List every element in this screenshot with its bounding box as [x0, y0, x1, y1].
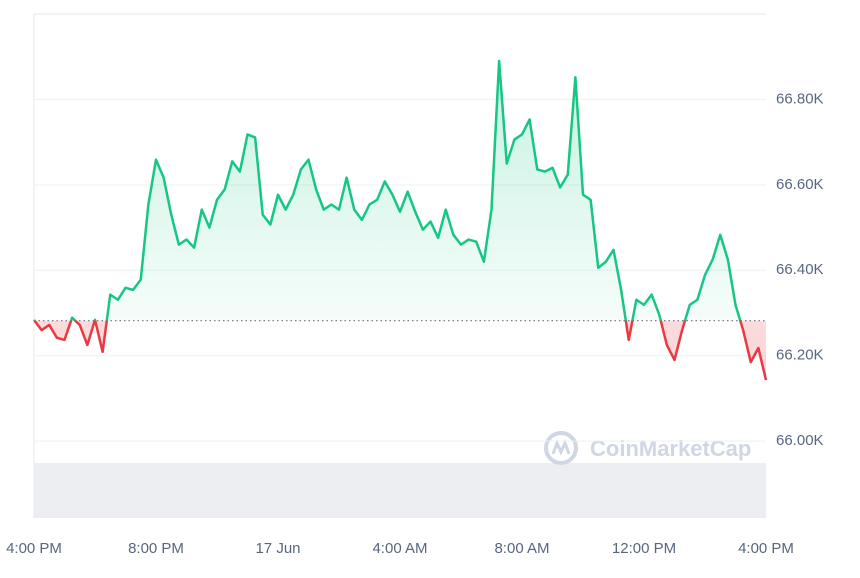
- x-tick-label: 12:00 PM: [612, 540, 676, 557]
- price-line: [32, 59, 768, 381]
- watermark-logo: [544, 431, 578, 465]
- x-tick-label: 17 Jun: [255, 540, 300, 557]
- y-tick-label: 66.00K: [776, 432, 824, 449]
- x-tick-label: 4:00 PM: [6, 540, 62, 557]
- x-tick-label: 4:00 PM: [738, 540, 794, 557]
- watermark: CoinMarketCap: [590, 436, 751, 461]
- price-area: [34, 60, 766, 381]
- y-tick-label: 66.60K: [776, 176, 824, 193]
- y-tick-label: 66.80K: [776, 90, 824, 107]
- x-tick-label: 8:00 PM: [128, 540, 184, 557]
- volume-area: [34, 463, 766, 518]
- y-tick-label: 66.40K: [776, 261, 824, 278]
- x-tick-label: 8:00 AM: [494, 540, 549, 557]
- x-tick-label: 4:00 AM: [372, 540, 427, 557]
- y-tick-label: 66.20K: [776, 347, 824, 364]
